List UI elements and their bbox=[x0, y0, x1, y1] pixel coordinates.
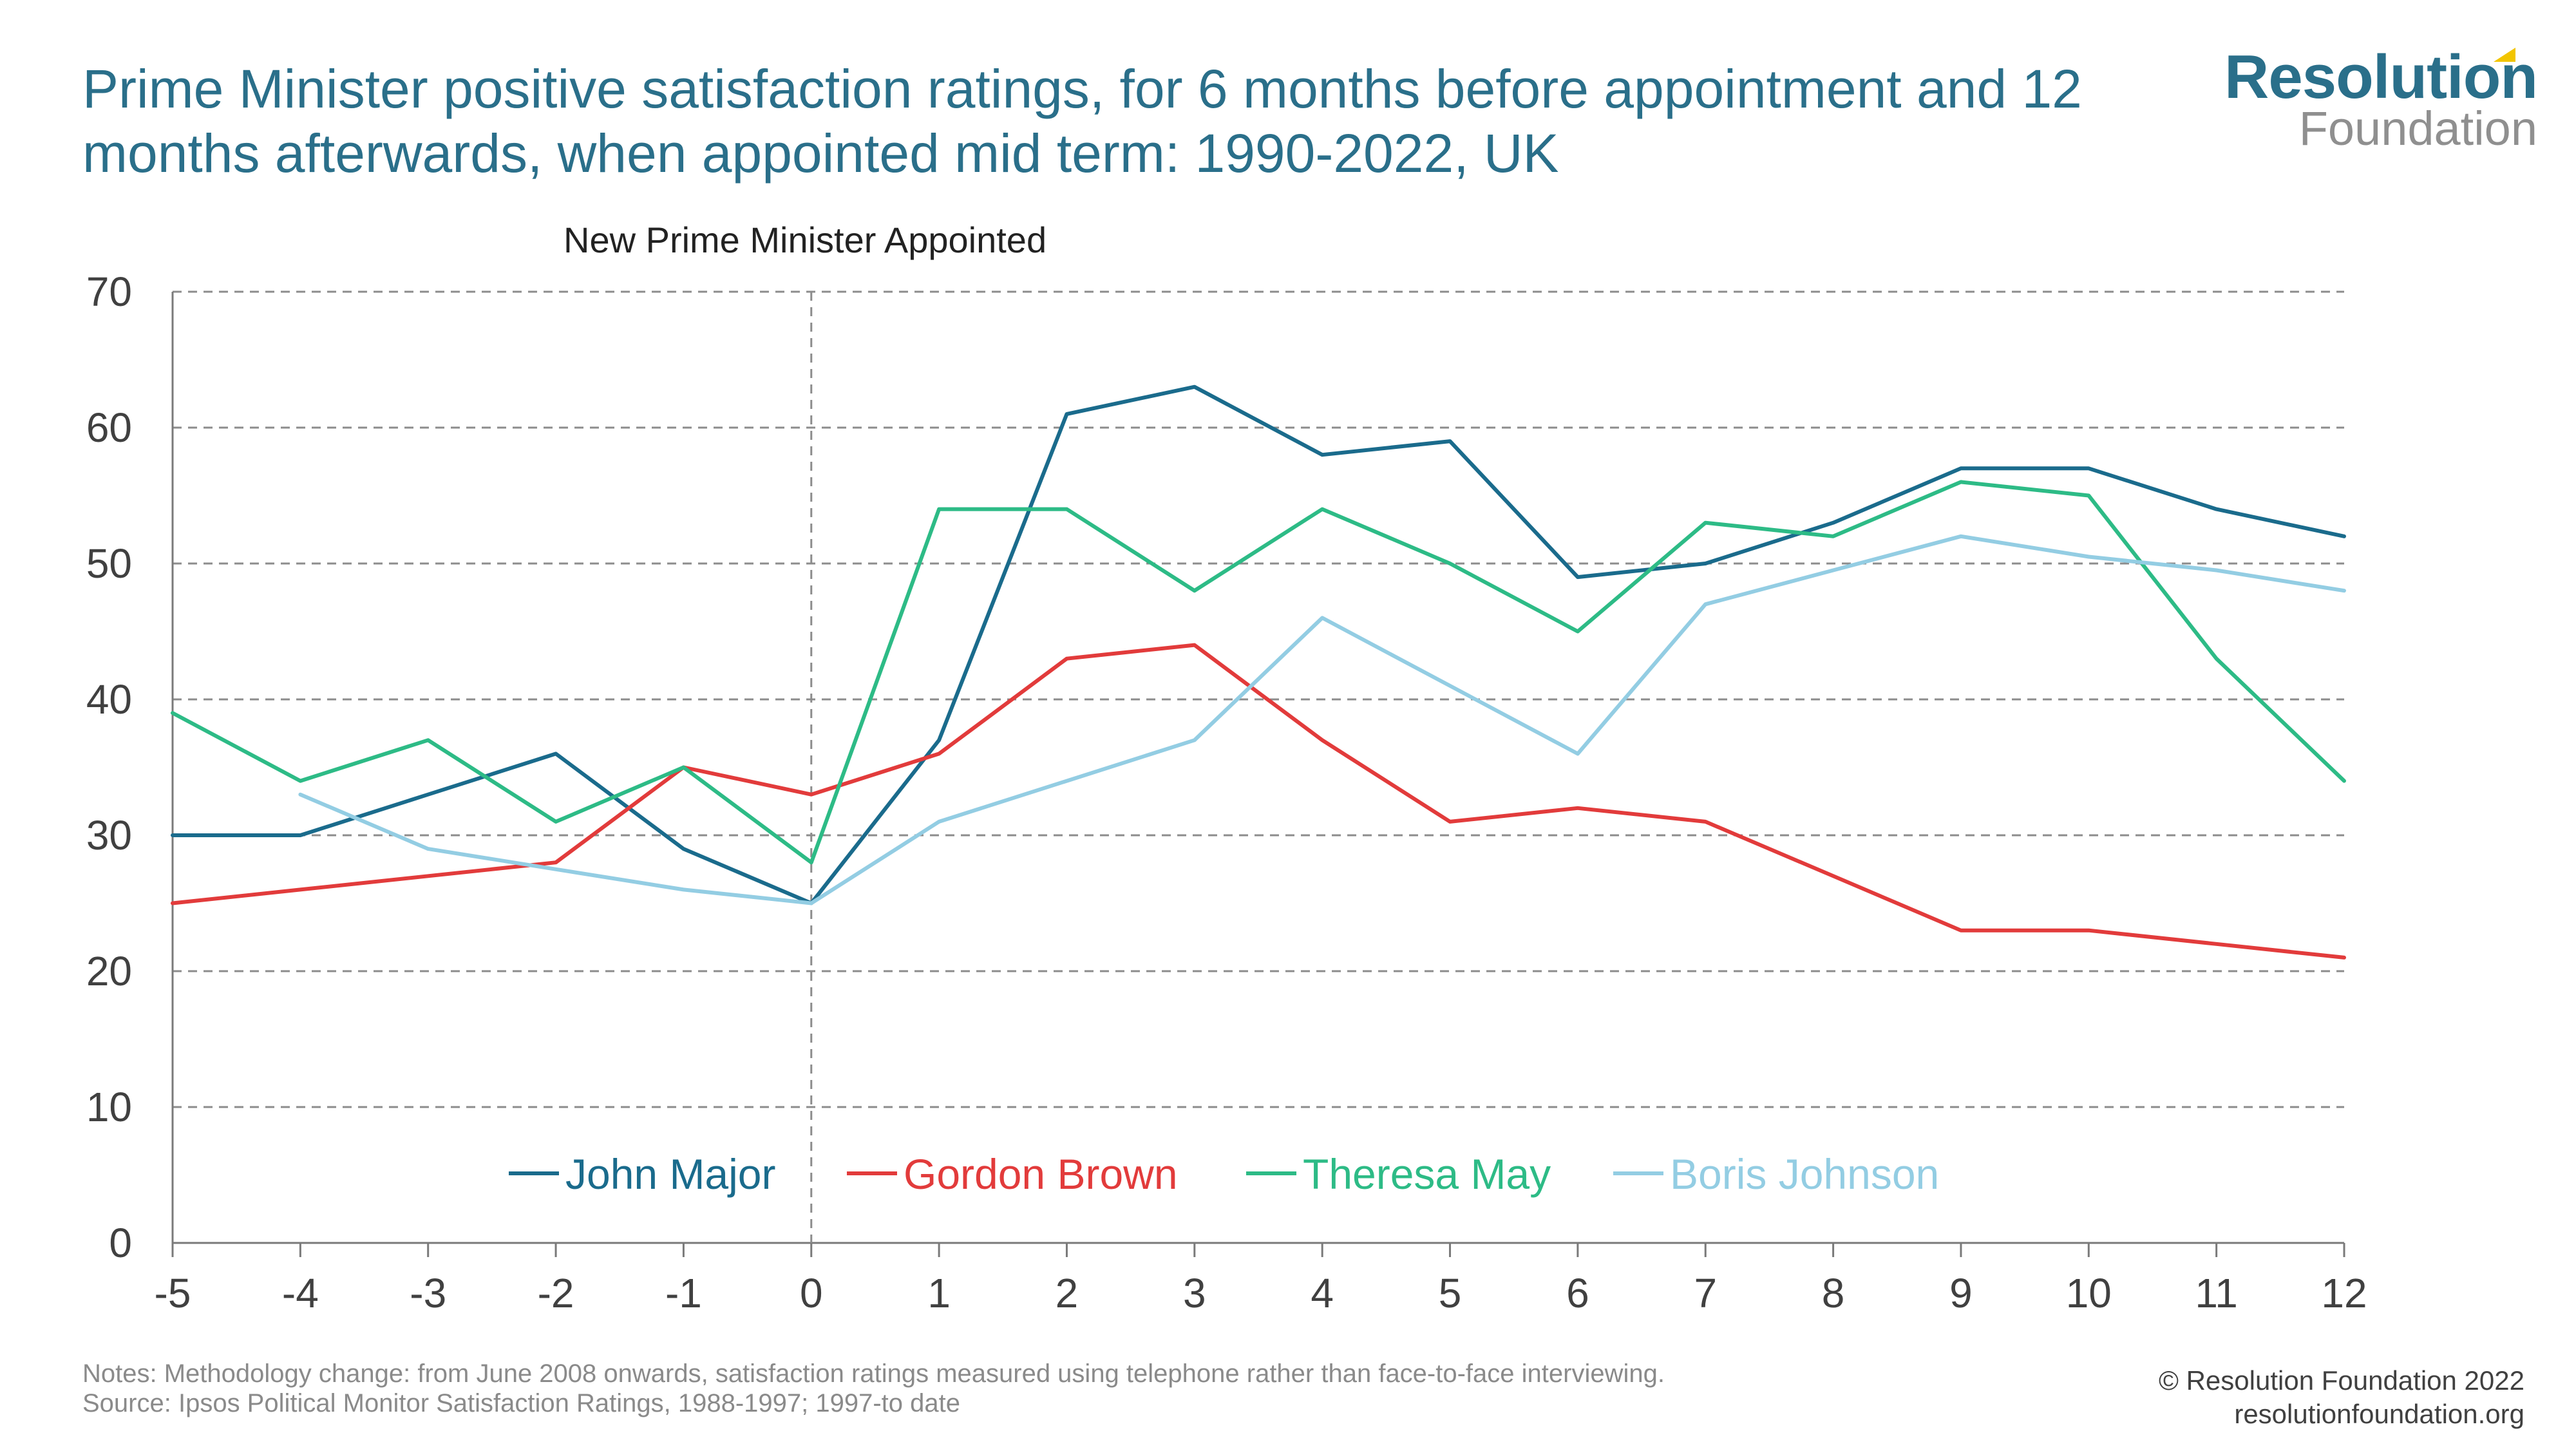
chart-title-line2: months afterwards, when appointed mid te… bbox=[82, 123, 1559, 184]
copyright-text: © Resolution Foundation 2022 bbox=[2158, 1365, 2524, 1396]
legend: John Major Gordon Brown Theresa May Boris J… bbox=[509, 1150, 1939, 1198]
series-line-theresa-may bbox=[171, 480, 2346, 865]
y-tick-label: 70 bbox=[86, 269, 132, 315]
annotation-label: New Prime Minister Appointed bbox=[564, 220, 1046, 260]
logo-main-text: Resolution bbox=[2224, 43, 2538, 111]
legend-label: Boris Johnson bbox=[1670, 1150, 1939, 1198]
notes-text: Notes: Methodology change: from June 200… bbox=[82, 1359, 1665, 1388]
annotation: New Prime Minister Appointed bbox=[564, 220, 1046, 1243]
x-tick-label: 6 bbox=[1566, 1270, 1589, 1316]
series-line-boris-johnson bbox=[298, 534, 2346, 905]
logo-sub-text: Foundation bbox=[2298, 102, 2537, 155]
legend-label: John Major bbox=[565, 1150, 776, 1198]
x-tick-label: 3 bbox=[1183, 1270, 1206, 1316]
footnotes: Notes: Methodology change: from June 200… bbox=[82, 1359, 1665, 1418]
x-tick-label: 5 bbox=[1439, 1270, 1462, 1316]
credit: © Resolution Foundation 2022 resolutionf… bbox=[2159, 1364, 2524, 1431]
x-tick-label: -2 bbox=[538, 1270, 574, 1316]
resolution-foundation-logo: Resolution Foundation bbox=[2224, 43, 2538, 155]
y-tick-labels: 0 10 20 30 40 50 60 70 bbox=[86, 269, 132, 1266]
x-tick-label: 7 bbox=[1694, 1270, 1717, 1316]
x-tick-label: 0 bbox=[800, 1270, 823, 1316]
y-tick-label: 60 bbox=[86, 404, 132, 451]
series-line-john-major bbox=[171, 384, 2346, 905]
x-tick-label: 10 bbox=[2066, 1270, 2112, 1316]
x-tick-label: 2 bbox=[1056, 1270, 1079, 1316]
source-text: Source: Ipsos Political Monitor Satisfac… bbox=[82, 1389, 961, 1417]
y-tick-label: 0 bbox=[109, 1220, 132, 1266]
y-tick-label: 20 bbox=[86, 948, 132, 994]
chart-title-line1: Prime Minister positive satisfaction rat… bbox=[82, 59, 2082, 119]
axes bbox=[171, 292, 2345, 1257]
legend-label: Theresa May bbox=[1303, 1150, 1551, 1198]
x-tick-label: 12 bbox=[2321, 1270, 2367, 1316]
x-tick-label: -1 bbox=[665, 1270, 702, 1316]
y-tick-label: 50 bbox=[86, 540, 132, 587]
y-tick-label: 10 bbox=[86, 1084, 132, 1130]
x-tick-label: -4 bbox=[282, 1270, 319, 1316]
y-tick-label: 30 bbox=[86, 812, 132, 858]
chart-title: Prime Minister positive satisfaction rat… bbox=[82, 57, 2143, 185]
website-text: resolutionfoundation.org bbox=[2234, 1399, 2524, 1429]
x-tick-labels: -5 -4 -3 -2 -1 0 1 2 3 4 5 6 7 8 9 10 11 12 bbox=[155, 1270, 2367, 1316]
y-tick-label: 40 bbox=[86, 676, 132, 723]
x-tick-label: -5 bbox=[155, 1270, 191, 1316]
series-line-gordon-brown bbox=[171, 643, 2346, 960]
x-tick-label: 1 bbox=[927, 1270, 951, 1316]
x-tick-label: 9 bbox=[1949, 1270, 1973, 1316]
x-tick-label: -3 bbox=[410, 1270, 446, 1316]
x-tick-label: 11 bbox=[2195, 1270, 2237, 1316]
x-tick-label: 4 bbox=[1311, 1270, 1334, 1316]
grid-lines bbox=[173, 290, 2344, 1108]
x-tick-label: 8 bbox=[1822, 1270, 1845, 1316]
legend-label: Gordon Brown bbox=[904, 1150, 1178, 1198]
series-lines bbox=[171, 384, 2346, 960]
